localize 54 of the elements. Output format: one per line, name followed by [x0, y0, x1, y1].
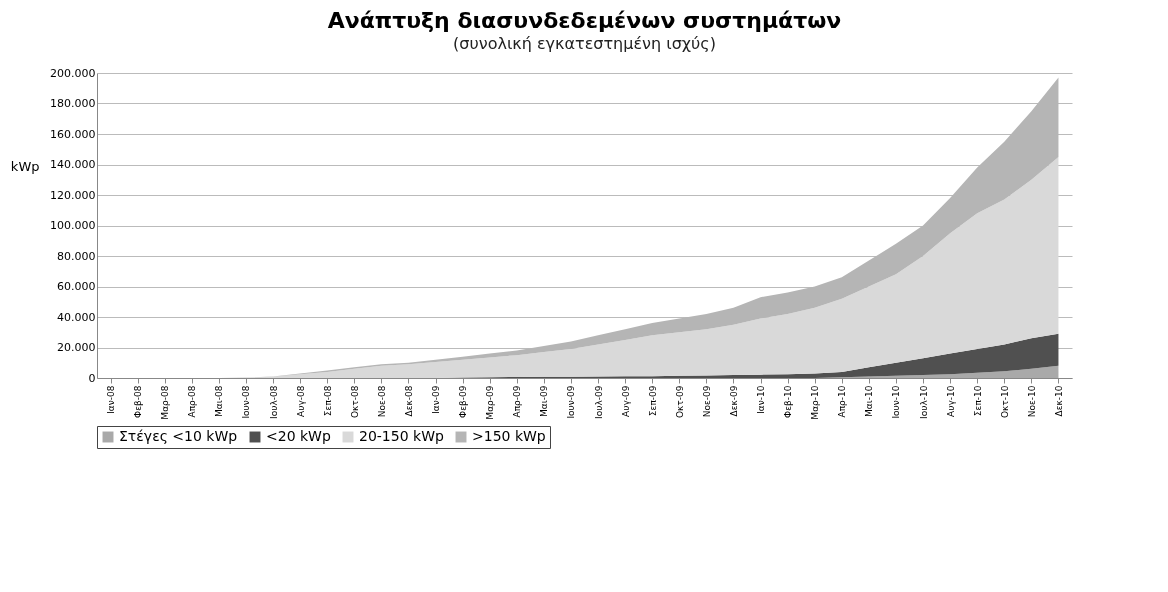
x-tick-label: Φεβ-09: [458, 385, 469, 418]
x-tick-label: Φεβ-10: [783, 385, 794, 418]
x-tick-label: Αυγ-10: [945, 385, 956, 417]
y-tick-label: 100.000: [50, 219, 96, 232]
y-tick-label: 80.000: [57, 249, 96, 263]
y-tick-label: 20.000: [57, 341, 96, 354]
y-axis-title: kWp: [10, 158, 40, 174]
chart-title: Ανάπτυξη διασυνδεδεμένων συστημάτων: [327, 8, 842, 33]
y-tick-label: 40.000: [57, 310, 96, 324]
x-tick-label: Αυγ-08: [295, 385, 306, 417]
x-tick-label: Αυγ-09: [620, 385, 631, 417]
x-tick-label: Οκτ-09: [674, 385, 685, 419]
x-tick-label: Μαρ-08: [160, 385, 171, 420]
x-tick-label: Απρ-09: [512, 385, 523, 418]
x-tick-label: Ιαν-09: [431, 385, 442, 414]
x-tick-label: Σεπ-10: [972, 385, 983, 417]
chart-subtitle: (συνολική εγκατεστημένη ισχύς): [453, 34, 716, 53]
x-tick-label: Ιαν-08: [106, 385, 117, 414]
x-tick-label: Μαι-08: [214, 385, 225, 417]
x-tick-label: Απρ-08: [187, 385, 198, 418]
y-tick-label: 160.000: [50, 127, 96, 141]
x-tick-label: Σεπ-09: [647, 385, 658, 417]
x-tick-label: Μαρ-10: [810, 385, 821, 420]
x-tick-label: Μαι-09: [539, 385, 550, 417]
x-tick-label: Μαι-10: [864, 385, 875, 417]
x-tick-label: Ιουν-09: [566, 385, 577, 419]
legend-label: <20 kWp: [266, 428, 331, 444]
y-tick-label: 60.000: [57, 280, 96, 293]
x-tick-label: Ιουν-10: [891, 385, 902, 419]
x-tick-label: Δεκ-09: [728, 385, 739, 417]
x-tick-label: Ιουλ-09: [593, 385, 604, 419]
y-tick-label: 140.000: [50, 158, 96, 171]
x-tick-label: Οκτ-10: [999, 385, 1010, 419]
x-tick-label: Φεβ-08: [133, 385, 144, 418]
y-tick-label: 120.000: [50, 188, 96, 202]
x-tick-label: Ιαν-10: [756, 385, 767, 414]
x-tick-label: Οκτ-08: [349, 385, 360, 419]
legend-label: >150 kWp: [472, 428, 546, 444]
legend-label: 20-150 kWp: [359, 428, 444, 444]
y-tick-label: 180.000: [50, 97, 96, 110]
x-tick-label: Νοε-08: [376, 385, 387, 418]
x-tick-label: Ιουν-08: [241, 385, 252, 419]
x-tick-label: Δεκ-10: [1053, 385, 1064, 417]
x-tick-label: Νοε-09: [701, 385, 712, 418]
x-tick-label: Νοε-10: [1026, 385, 1037, 418]
x-tick-label: Δεκ-08: [403, 385, 414, 417]
y-tick-label: 200.000: [50, 66, 96, 80]
x-tick-label: Απρ-10: [837, 385, 848, 418]
x-tick-label: Μαρ-09: [485, 385, 496, 420]
legend-label: Στέγες <10 kWp: [119, 428, 238, 444]
y-tick-label: 0: [88, 371, 96, 385]
x-tick-label: Σεπ-08: [322, 385, 333, 417]
x-tick-label: Ιουλ-10: [918, 385, 929, 419]
x-tick-label: Ιουλ-08: [268, 385, 279, 419]
